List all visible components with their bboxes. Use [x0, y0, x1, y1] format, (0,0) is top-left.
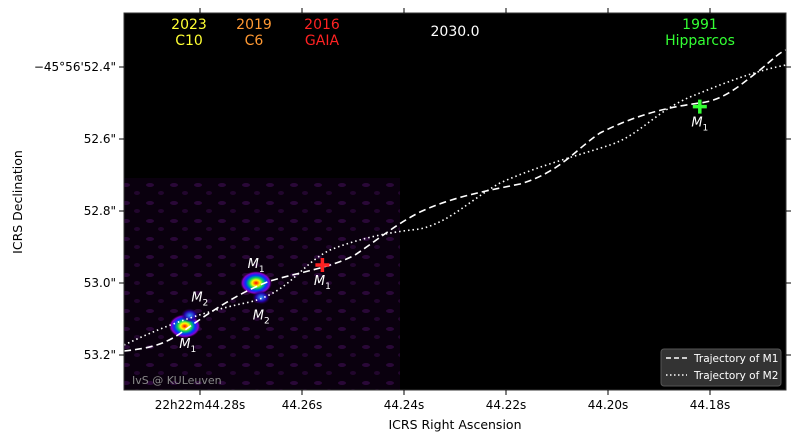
legend-entry: Trajectory of M1: [693, 353, 778, 365]
epoch-year: 2030.0: [431, 24, 480, 40]
x-tick-label: 44.22s: [486, 398, 527, 412]
source-blob: [252, 290, 271, 305]
marker-label-sub: 1: [325, 282, 331, 292]
marker-label-sub: 1: [259, 265, 265, 275]
source-blob: [240, 271, 273, 295]
marker-label-name: M: [179, 337, 190, 352]
marker-label: M1: [179, 337, 196, 355]
marker-label-sub: 1: [190, 345, 196, 355]
marker-label-sub: 2: [264, 316, 270, 326]
marker-label: M1: [248, 257, 265, 275]
marker-label-name: M: [253, 308, 264, 323]
epoch-name: GAIA: [305, 33, 340, 49]
marker-label: M2: [191, 290, 208, 308]
y-tick-label: 52.6": [84, 132, 116, 146]
y-tick-label: 52.8": [84, 204, 116, 218]
position-cross-marker: [315, 258, 330, 272]
marker-label-name: M: [191, 290, 202, 305]
legend: Trajectory of M1 Trajectory of M2: [660, 348, 782, 387]
marker-label: M2: [253, 308, 270, 326]
marker-label-sub: 1: [703, 124, 709, 134]
source-blob: [180, 308, 199, 323]
marker-label-name: M: [691, 116, 702, 131]
marker-label-name: M: [248, 257, 259, 272]
x-tick-label: 44.24s: [384, 398, 425, 412]
epoch-name: C6: [245, 33, 264, 49]
epoch-year: 2016: [304, 17, 340, 33]
marker-label-sub: 2: [203, 298, 209, 308]
legend-entry: Trajectory of M2: [693, 370, 778, 382]
y-tick-label: 53.0": [84, 276, 116, 290]
x-tick-label: 44.26s: [282, 398, 323, 412]
x-axis-label: ICRS Right Ascension: [388, 417, 521, 432]
epoch-year: 1991: [682, 17, 718, 33]
epoch-year: 2023: [171, 17, 207, 33]
y-tick-label: 53.2": [84, 348, 116, 362]
epoch-name: C10: [175, 33, 203, 49]
y-tick-label: −45°56'52.4": [34, 60, 116, 74]
x-tick-label: 44.18s: [690, 398, 731, 412]
marker-label-name: M: [314, 274, 325, 289]
position-cross-marker: [692, 99, 707, 114]
x-tick-label: 44.20s: [588, 398, 629, 412]
epoch-name: Hipparcos: [665, 33, 735, 49]
marker-label: M1: [314, 274, 331, 292]
marker-label: M1: [691, 116, 708, 134]
x-tick-label: 22h22m44.28s: [155, 398, 245, 412]
y-axis-label: ICRS Declination: [10, 150, 25, 254]
trajectory-m1: [123, 49, 787, 352]
epoch-year: 2019: [236, 17, 272, 33]
credit-watermark: IvS @ KULeuven: [132, 374, 222, 387]
